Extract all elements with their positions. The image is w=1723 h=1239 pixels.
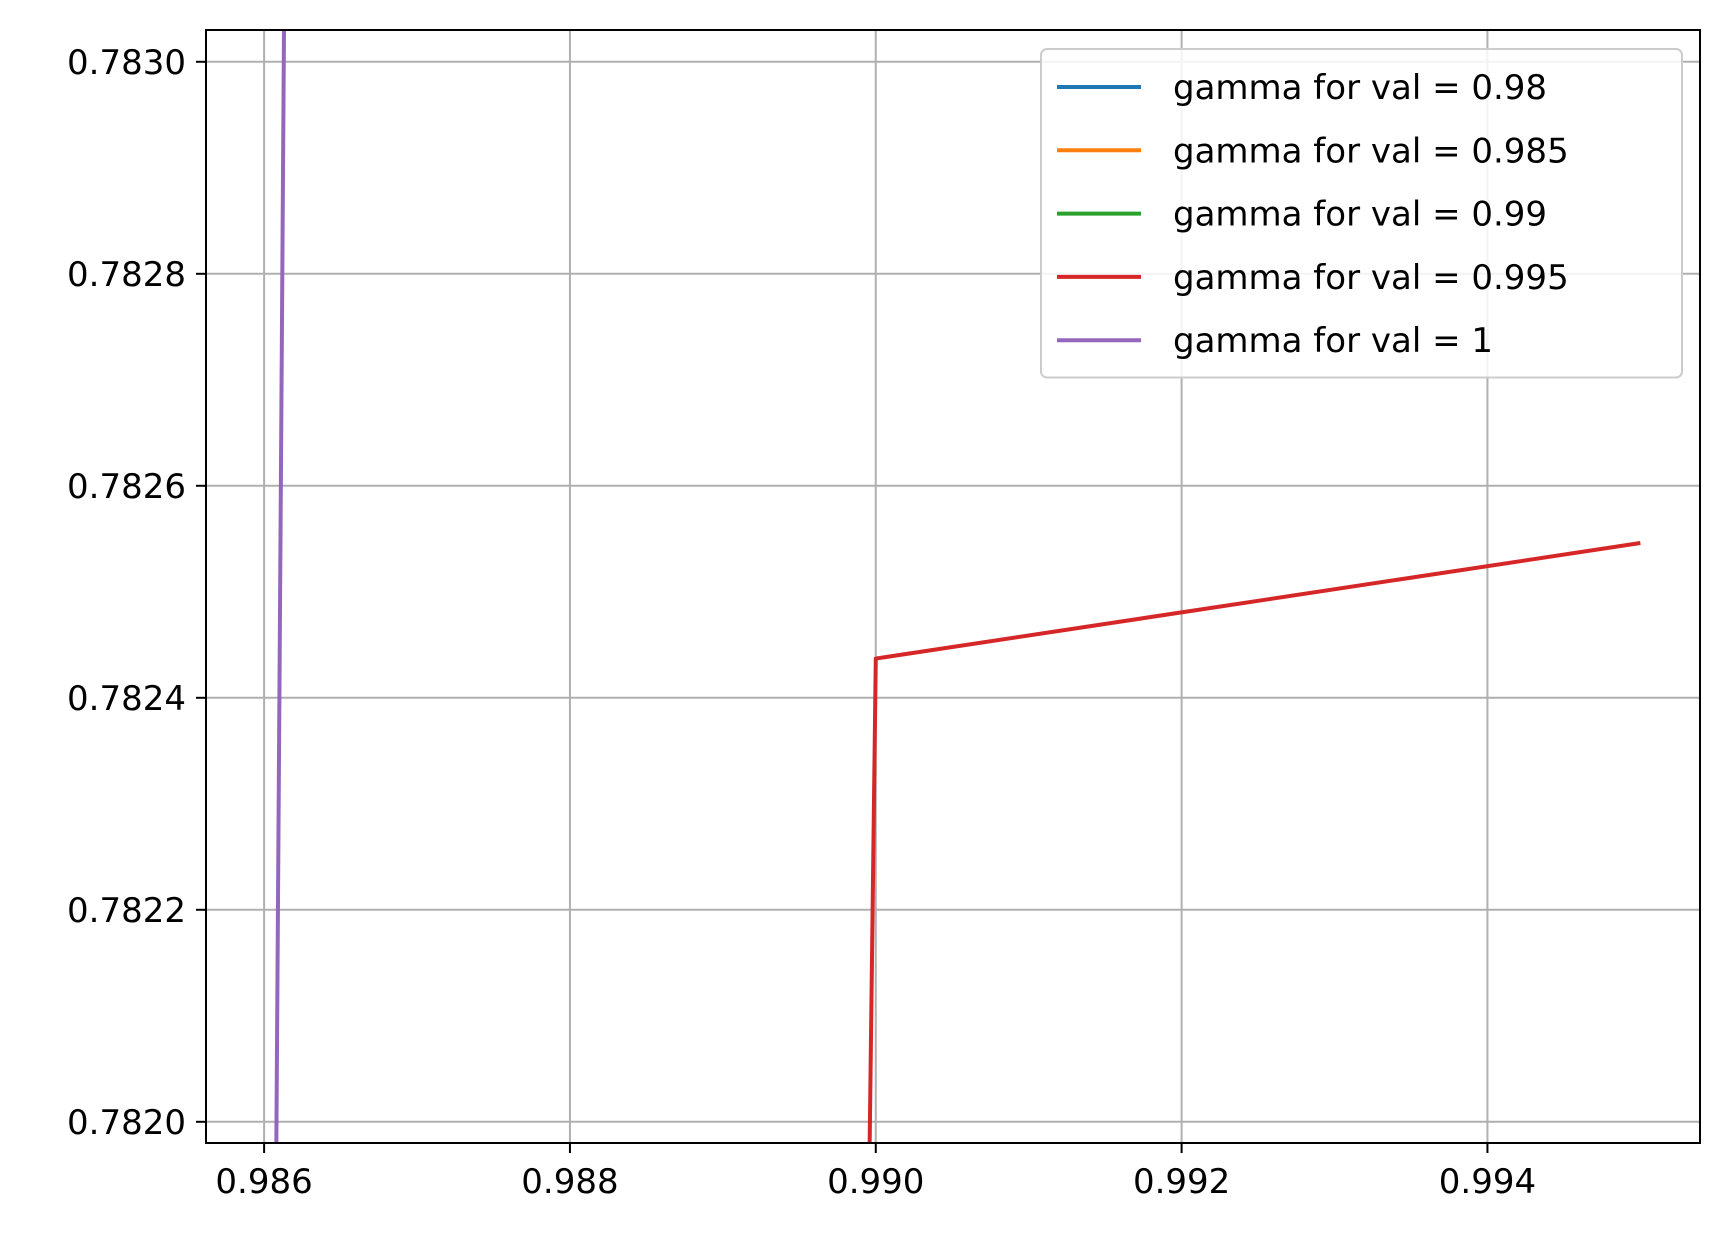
y-tick-label: 0.7822 xyxy=(67,891,186,931)
y-tick-label: 0.7830 xyxy=(67,43,186,83)
legend-box xyxy=(1040,48,1683,379)
series-line xyxy=(274,30,286,1143)
y-tick-label: 0.7824 xyxy=(67,679,186,719)
x-tick-label: 0.992 xyxy=(1133,1162,1230,1202)
y-tick-label: 0.7820 xyxy=(67,1103,186,1143)
legend: gamma for val = 0.98 gamma for val = 0.98… xyxy=(1040,48,1683,379)
legend-label: gamma for val = 0.99 xyxy=(1173,195,1547,235)
x-tick-label: 0.988 xyxy=(521,1162,618,1202)
legend-label: gamma for val = 0.985 xyxy=(1173,131,1569,171)
y-tick-label: 0.7826 xyxy=(67,467,186,507)
x-tick-label: 0.986 xyxy=(215,1162,312,1202)
axes-frame xyxy=(205,29,1701,1144)
x-tick-label: 0.994 xyxy=(1439,1162,1536,1202)
series-line xyxy=(867,541,1641,1143)
x-tick-label: 0.990 xyxy=(827,1162,924,1202)
legend-label: gamma for val = 0.995 xyxy=(1173,258,1569,298)
y-tick-label: 0.7828 xyxy=(67,255,186,295)
ticks: 0.986 0.988 0.990 0.992 0.994 0.7820 0.7822 0.7… xyxy=(67,43,1536,1202)
legend-label: gamma for val = 1 xyxy=(1173,321,1493,361)
series-layer xyxy=(274,30,1641,1143)
legend-label: gamma for val = 0.98 xyxy=(1173,68,1547,108)
